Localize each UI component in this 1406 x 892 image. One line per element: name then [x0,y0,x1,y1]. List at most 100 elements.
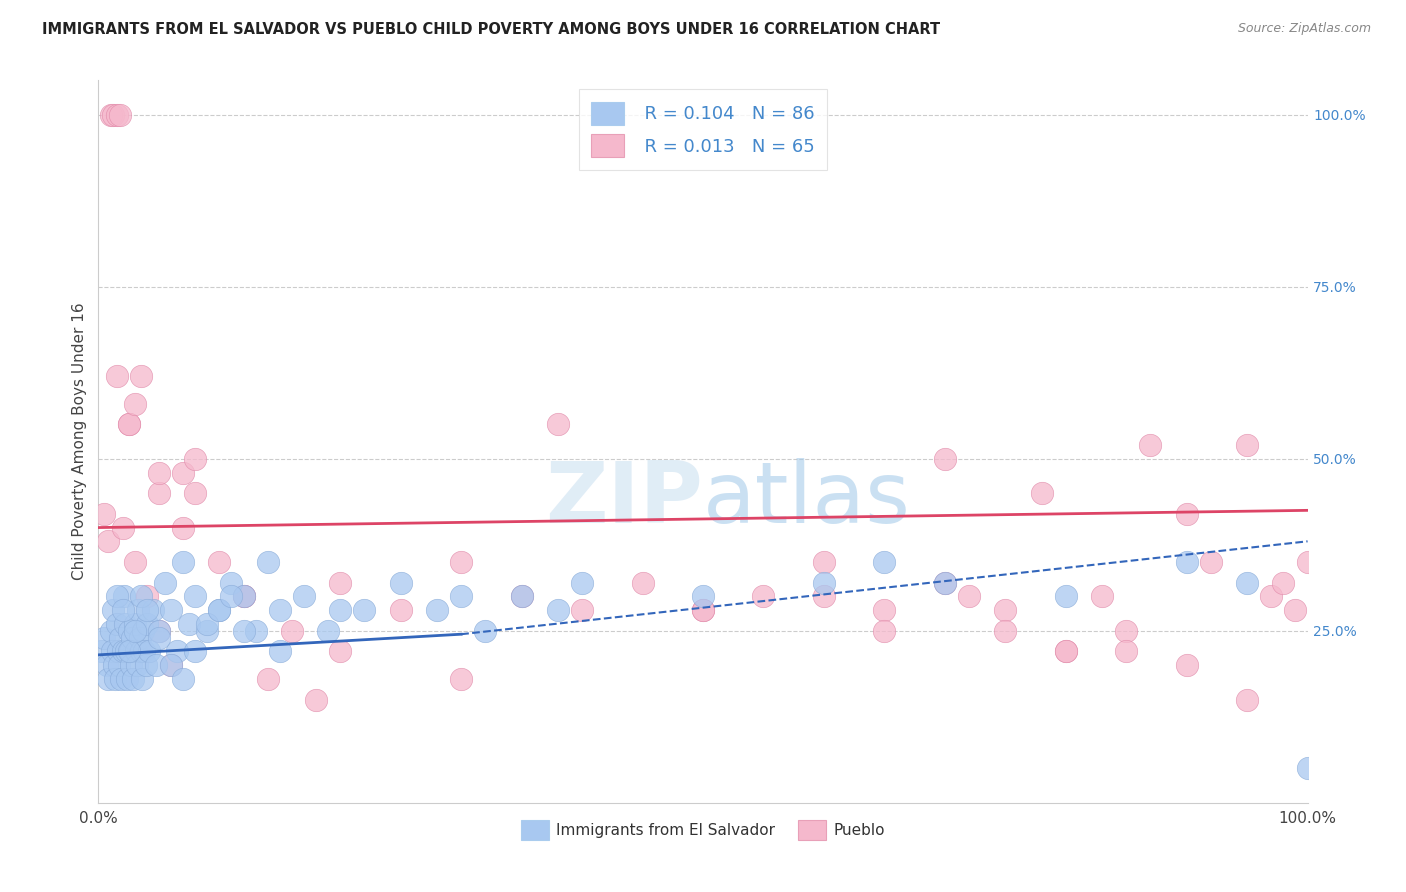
Point [631,575,654,590]
Point [112,590,135,604]
Point [813,590,835,604]
Point [184,451,207,466]
Point [118,624,141,638]
Point [105,369,128,384]
Point [195,624,218,638]
Point [153,575,176,590]
Point [256,555,278,569]
Point [571,575,593,590]
Point [134,644,156,658]
Point [108,631,131,645]
Point [118,644,141,658]
Point [450,672,472,686]
Point [1236,438,1258,452]
Point [450,555,472,569]
Point [281,624,304,638]
Point [97,534,120,549]
Point [1054,644,1077,658]
Point [1054,644,1077,658]
Point [166,644,188,658]
Point [292,590,315,604]
Point [195,616,218,631]
Point [124,555,146,569]
Point [957,590,980,604]
Point [124,616,146,631]
Point [172,520,194,534]
Point [184,590,207,604]
Point [138,644,160,658]
Point [450,590,472,604]
Point [127,603,149,617]
Point [91,644,114,658]
Point [128,631,150,645]
Point [105,616,128,631]
Point [994,603,1017,617]
Point [132,624,155,638]
Point [1199,555,1222,569]
Point [547,603,569,617]
Point [179,616,201,631]
Point [129,369,152,384]
Point [160,658,183,673]
Point [184,486,207,500]
Text: IMMIGRANTS FROM EL SALVADOR VS PUEBLO CHILD POVERTY AMONG BOYS UNDER 16 CORRELAT: IMMIGRANTS FROM EL SALVADOR VS PUEBLO CH… [42,22,941,37]
Point [1175,507,1198,521]
Point [934,451,956,466]
Point [873,555,896,569]
Point [221,590,243,604]
Point [184,644,207,658]
Point [124,624,146,638]
Point [122,672,145,686]
Point [118,644,141,658]
Point [110,672,132,686]
Point [1091,590,1114,604]
Point [142,603,165,617]
Point [129,644,152,658]
Text: ZIP: ZIP [546,458,703,541]
Point [510,590,533,604]
Point [232,590,254,604]
Point [148,486,170,500]
Point [104,672,127,686]
Point [269,603,291,617]
Point [256,672,278,686]
Point [813,575,835,590]
Point [1284,603,1306,617]
Point [100,624,122,638]
Point [1236,575,1258,590]
Point [353,603,375,617]
Point [692,590,714,604]
Point [305,692,328,706]
Point [148,466,170,480]
Point [108,108,131,122]
Point [105,108,128,122]
Legend: Immigrants from El Salvador, Pueblo: Immigrants from El Salvador, Pueblo [515,814,891,846]
Point [145,658,167,673]
Point [510,590,533,604]
Point [148,631,170,645]
Point [752,590,775,604]
Point [111,520,134,534]
Point [994,624,1017,638]
Point [148,624,170,638]
Point [131,672,153,686]
Point [118,417,141,432]
Point [111,603,134,617]
Point [96,658,118,673]
Point [208,603,231,617]
Point [813,555,835,569]
Point [105,590,128,604]
Point [100,644,122,658]
Point [474,624,496,638]
Point [547,417,569,432]
Point [124,397,146,411]
Point [127,658,149,673]
Point [232,590,254,604]
Point [129,590,152,604]
Point [316,624,339,638]
Text: Source: ZipAtlas.com: Source: ZipAtlas.com [1237,22,1371,36]
Point [389,603,412,617]
Point [111,644,134,658]
Point [115,644,138,658]
Point [329,603,352,617]
